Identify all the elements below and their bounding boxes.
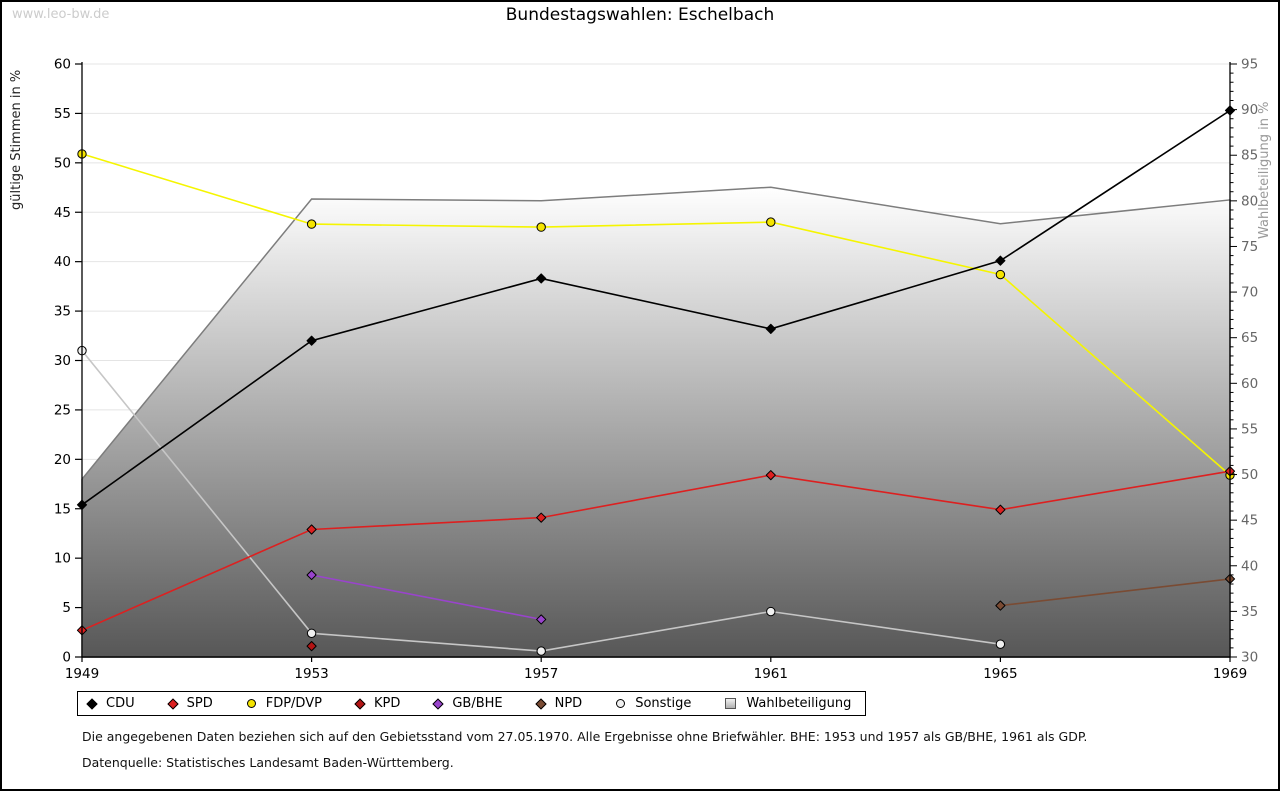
svg-text:65: 65 <box>1241 330 1258 346</box>
point-npd-1965 <box>995 600 1006 611</box>
svg-text:45: 45 <box>54 205 71 221</box>
svg-text:20: 20 <box>54 452 71 468</box>
legend-label: CDU <box>106 696 135 711</box>
svg-text:90: 90 <box>1241 102 1258 118</box>
series-line-fdp-dvp <box>81 153 1231 476</box>
right-axis-title: Wahlbeteiligung in % <box>1257 102 1272 239</box>
legend-item-cdu: CDU <box>86 696 135 711</box>
diamond-marker-icon <box>432 697 444 710</box>
series-line-gb-bhe <box>311 574 542 621</box>
point-gb-bhe-1953 <box>306 569 317 581</box>
svg-text:15: 15 <box>54 501 71 517</box>
footnote-datenquelle: Datenquelle: Statistisches Landesamt Bad… <box>82 755 454 770</box>
point-sonstige-1961 <box>766 606 776 617</box>
point-spd-1965 <box>995 504 1006 515</box>
series-line-npd <box>1000 578 1231 607</box>
svg-text:30: 30 <box>54 353 71 369</box>
point-fdp-dvp-1965 <box>995 269 1006 280</box>
diamond-marker-icon <box>534 697 547 710</box>
svg-text:55: 55 <box>1241 421 1258 437</box>
svg-text:45: 45 <box>1241 513 1258 529</box>
svg-text:95: 95 <box>1241 57 1258 73</box>
legend-item-fdp-dvp: FDP/DVP <box>246 696 322 711</box>
svg-text:75: 75 <box>1241 239 1258 255</box>
svg-text:0: 0 <box>62 650 71 666</box>
series-lines <box>81 109 1231 652</box>
diamond-marker-icon <box>86 697 98 710</box>
svg-text:55: 55 <box>54 106 71 122</box>
svg-text:1949: 1949 <box>65 666 99 682</box>
svg-text:40: 40 <box>54 254 71 270</box>
footnote-gebietsstand: Die angegebenen Daten beziehen sich auf … <box>82 729 1088 744</box>
legend-label: SPD <box>186 696 213 711</box>
svg-text:1965: 1965 <box>983 666 1017 682</box>
point-cdu-1957 <box>536 273 547 284</box>
series-markers <box>76 105 1236 656</box>
point-sonstige-1953 <box>306 628 317 638</box>
point-sonstige-1965 <box>995 639 1006 649</box>
left-axis-title: gültige Stimmen in % <box>9 70 24 210</box>
circle-marker-icon <box>246 699 256 708</box>
legend-item-npd: NPD <box>534 696 583 711</box>
legend-label: KPD <box>373 696 401 711</box>
legend-item-sonstige: Sonstige <box>616 696 691 711</box>
legend-label: FDP/DVP <box>265 696 322 711</box>
svg-text:1969: 1969 <box>1213 666 1247 682</box>
square-marker-icon <box>725 698 737 709</box>
diamond-marker-icon <box>166 697 179 710</box>
point-cdu-1965 <box>995 255 1006 266</box>
svg-text:60: 60 <box>54 57 71 73</box>
svg-text:70: 70 <box>1241 285 1258 301</box>
svg-text:25: 25 <box>54 402 71 418</box>
legend: CDU SPD FDP/DVP KPD GB/BHE NPD Sonstige Wahlbet… <box>77 691 867 716</box>
legend-label: Sonstige <box>635 696 692 711</box>
legend-label: Wahlbeteiligung <box>746 696 852 711</box>
legend-label: GB/BHE <box>452 696 503 711</box>
point-cdu-1961 <box>765 323 776 334</box>
point-sonstige-1957 <box>536 646 546 656</box>
diamond-marker-icon <box>354 697 366 710</box>
svg-text:50: 50 <box>1241 467 1258 483</box>
point-kpd-1953 <box>306 641 317 652</box>
series-line-cdu <box>81 109 1231 506</box>
svg-text:35: 35 <box>1241 604 1258 620</box>
point-fdp-dvp-1957 <box>536 222 546 232</box>
svg-text:10: 10 <box>54 551 71 567</box>
svg-text:35: 35 <box>54 304 71 320</box>
point-gb-bhe-1957 <box>536 614 547 625</box>
svg-text:80: 80 <box>1241 193 1258 209</box>
series-line-spd <box>81 470 1231 632</box>
legend-item-wahlbeteiligung: Wahlbeteiligung <box>725 696 851 711</box>
svg-text:30: 30 <box>1241 650 1258 666</box>
svg-text:60: 60 <box>1241 376 1258 392</box>
svg-text:50: 50 <box>54 155 71 171</box>
axes: 0 5 10 15 20 25 30 35 40 45 50 55 60 30 35 40 45 50 55 60 65… <box>54 57 1258 683</box>
legend-label: NPD <box>554 696 583 711</box>
point-spd-1957 <box>536 512 547 523</box>
svg-text:40: 40 <box>1241 558 1258 574</box>
svg-text:5: 5 <box>62 600 71 616</box>
circle-marker-icon <box>616 699 626 708</box>
point-cdu-1953 <box>306 335 317 346</box>
point-fdp-dvp-1953 <box>306 219 317 229</box>
legend-item-kpd: KPD <box>354 696 401 711</box>
point-fdp-dvp-1961 <box>766 217 776 227</box>
point-spd-1961 <box>765 470 776 481</box>
chart-title: Bundestagswahlen: Eschelbach <box>505 5 775 25</box>
point-spd-1953 <box>306 524 317 535</box>
watermark: www.leo-bw.de <box>12 7 110 22</box>
area-wahlbeteiligung <box>81 186 1231 658</box>
legend-item-gb-bhe: GB/BHE <box>432 696 503 711</box>
legend-item-spd: SPD <box>166 696 213 711</box>
svg-text:1961: 1961 <box>754 666 788 682</box>
svg-text:85: 85 <box>1241 148 1258 164</box>
svg-text:1953: 1953 <box>294 666 328 682</box>
svg-text:1957: 1957 <box>524 666 558 682</box>
